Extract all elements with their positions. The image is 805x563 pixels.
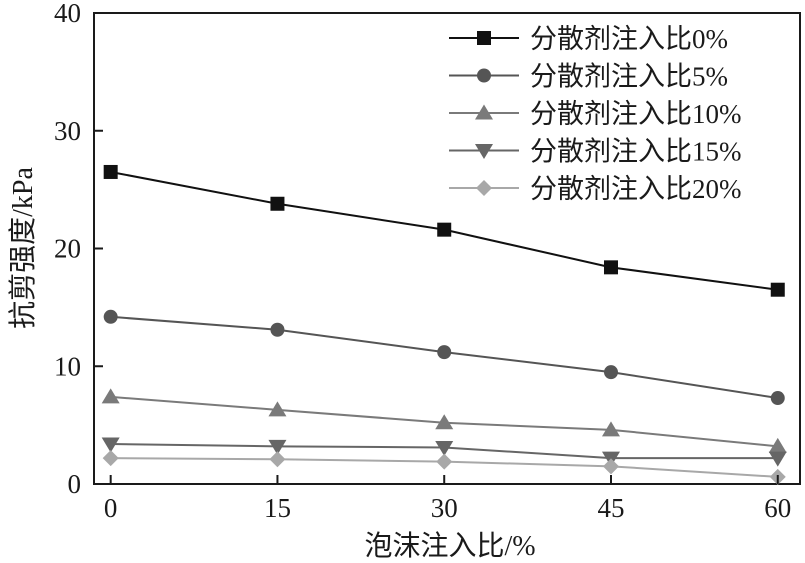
legend-label: 分散剂注入比5%	[530, 62, 728, 92]
series-1	[103, 164, 785, 297]
x-tick-label: 30	[431, 493, 458, 523]
legend-marker	[475, 144, 493, 159]
data-point	[770, 282, 785, 297]
data-point	[436, 453, 453, 470]
legend-marker	[475, 104, 493, 120]
legend-marker	[476, 180, 492, 196]
series-3	[101, 388, 787, 453]
data-point	[101, 437, 120, 453]
data-point	[270, 322, 285, 337]
legend-label: 分散剂注入比15%	[530, 137, 742, 167]
y-tick-label: 10	[54, 351, 81, 381]
data-point	[269, 451, 286, 468]
series-5	[102, 450, 786, 485]
data-point	[601, 421, 620, 437]
data-point	[768, 451, 787, 467]
x-tick-label: 60	[764, 493, 791, 523]
y-tick-label: 20	[54, 234, 81, 264]
data-point	[103, 164, 118, 179]
series-group	[101, 164, 787, 485]
x-axis-title: 泡沫注入比/%	[364, 530, 535, 562]
data-point	[268, 439, 287, 455]
data-point	[435, 414, 454, 430]
data-point	[602, 458, 619, 475]
x-tick-label: 0	[104, 493, 118, 523]
legend-item: 分散剂注入比0%	[449, 24, 728, 54]
data-point	[101, 388, 120, 404]
legend-label: 分散剂注入比20%	[530, 174, 742, 204]
legend-marker	[477, 31, 491, 45]
data-point	[435, 440, 454, 456]
legend: 分散剂注入比0% 分散剂注入比5% 分散剂注入比10% 分散剂注入比15% 分散剂注入比…	[449, 24, 742, 204]
legend-item: 分散剂注入比20%	[449, 174, 742, 204]
axes: 0 15 30 45 60 0 10 20 30 40	[54, 0, 791, 523]
data-point	[437, 222, 452, 237]
data-point	[437, 345, 452, 360]
y-tick-label: 0	[68, 469, 82, 499]
data-point	[770, 391, 785, 406]
legend-item: 分散剂注入比10%	[449, 99, 742, 129]
y-axis-title: 抗剪强度/kPa	[7, 167, 39, 329]
legend-item: 分散剂注入比5%	[449, 62, 728, 92]
y-tick-label: 30	[54, 116, 81, 146]
data-point	[768, 437, 787, 453]
legend-item: 分散剂注入比15%	[449, 137, 742, 167]
data-point	[102, 450, 119, 467]
data-point	[270, 196, 285, 211]
data-point	[268, 401, 287, 417]
series-2	[103, 309, 785, 406]
y-tick-label: 40	[54, 0, 81, 28]
data-point	[603, 365, 618, 380]
legend-marker	[477, 68, 491, 83]
data-point	[103, 309, 118, 324]
data-point	[603, 260, 618, 275]
x-tick-label: 45	[597, 493, 624, 523]
x-tick-label: 15	[264, 493, 291, 523]
legend-label: 分散剂注入比0%	[530, 24, 728, 54]
legend-label: 分散剂注入比10%	[530, 99, 742, 129]
